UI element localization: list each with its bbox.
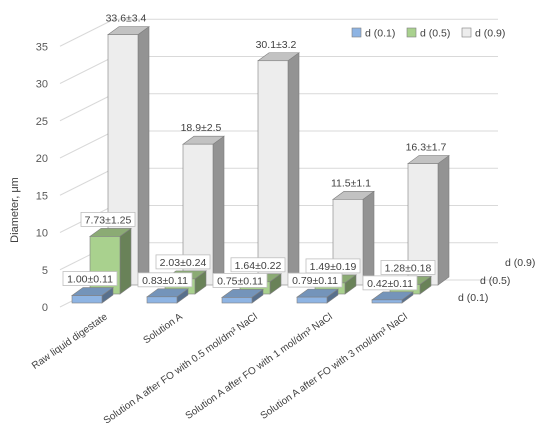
data-label-box xyxy=(62,271,118,286)
y-tick-label: 25 xyxy=(36,116,48,128)
gridline-diagonal xyxy=(59,56,115,84)
bar-front xyxy=(71,295,103,304)
data-label-box xyxy=(380,260,436,275)
category-label: Solution A after FO with 3 mol/dm³ NaCl xyxy=(259,311,410,421)
bar-d01-2 xyxy=(221,288,264,304)
data-label: 7.73±1.25 xyxy=(80,212,136,227)
data-label-text: 0.79±0.11 xyxy=(292,275,338,287)
bars xyxy=(71,26,450,304)
legend-item: d (0.5) xyxy=(406,27,450,40)
data-label: 1.49±0.19 xyxy=(305,258,361,274)
legend-item: d (0.9) xyxy=(461,27,505,40)
gridline-diagonal xyxy=(59,167,115,196)
y-tick-label: 5 xyxy=(42,265,48,277)
data-label: 0.75±0.11 xyxy=(212,273,268,288)
y-tick-label: 20 xyxy=(36,153,48,165)
data-label-text: 7.73±1.25 xyxy=(85,214,132,226)
legend-label: d (0.5) xyxy=(420,28,450,40)
gridline-diagonal xyxy=(59,130,115,159)
y-tick-label: 15 xyxy=(36,190,48,202)
legend-swatch xyxy=(461,27,472,38)
bar-front xyxy=(371,299,403,304)
category-label: Raw liquid digestate xyxy=(30,311,110,372)
data-label-box xyxy=(362,275,418,291)
bar-front xyxy=(221,297,253,304)
bar-front xyxy=(146,296,178,304)
legend-swatch xyxy=(406,27,417,38)
data-label-text: 2.03±0.24 xyxy=(160,257,207,269)
data-label: 30.1±3.2 xyxy=(256,39,297,51)
data-label: 18.9±2.5 xyxy=(181,122,222,134)
y-tick-label: 0 xyxy=(42,302,48,314)
data-label-text: 0.83±0.11 xyxy=(142,275,188,287)
data-label: 1.00±0.11 xyxy=(62,271,118,286)
data-label-text: 1.28±0.18 xyxy=(385,262,432,274)
depth-axis-label: d (0.5) xyxy=(480,275,510,287)
bar-side xyxy=(212,135,225,286)
gridline-diagonal xyxy=(59,18,115,47)
data-label: 0.83±0.11 xyxy=(137,272,193,288)
data-label-box xyxy=(80,212,136,227)
data-label: 0.42±0.11 xyxy=(362,275,418,291)
y-tick-label: 10 xyxy=(36,228,48,240)
data-label: 16.3±1.7 xyxy=(406,142,447,154)
data-label-box xyxy=(305,258,361,274)
gridlines xyxy=(59,18,498,308)
bar-front xyxy=(257,60,289,286)
bar-side xyxy=(362,190,375,286)
legend-label: d (0.1) xyxy=(365,28,395,40)
bar-side xyxy=(137,26,150,286)
bar-d09-1 xyxy=(182,135,225,286)
bar-d01-1 xyxy=(146,288,189,304)
data-label-box xyxy=(230,257,286,273)
y-tick-label: 30 xyxy=(36,79,48,91)
data-label-box xyxy=(212,273,268,288)
legend: d (0.1) d (0.5) d (0.9) xyxy=(351,27,505,40)
bar-d01-0 xyxy=(71,286,114,304)
data-label-text: 16.3±1.7 xyxy=(406,142,447,154)
data-label: 0.79±0.11 xyxy=(287,272,343,288)
depth-axis-label: d (0.9) xyxy=(505,257,535,269)
data-label-box xyxy=(155,254,211,270)
bar-d01-3 xyxy=(296,288,339,304)
data-label: 1.64±0.22 xyxy=(230,257,286,273)
data-label: 33.6±3.4 xyxy=(106,13,147,25)
legend-label: d (0.9) xyxy=(475,28,505,40)
bar-d01-4 xyxy=(371,291,414,304)
data-label: 1.28±0.18 xyxy=(380,260,436,275)
category-label: Solution A xyxy=(142,311,185,346)
data-label-text: 11.5±1.1 xyxy=(331,177,371,189)
gridline-diagonal xyxy=(59,93,115,122)
data-label-text: 18.9±2.5 xyxy=(181,122,222,134)
category-label: Solution A after FO with 0.5 mol/dm³ NaC… xyxy=(102,311,260,423)
y-tick-label: 35 xyxy=(36,41,48,53)
category-label: Solution A after FO with 1 mol/dm³ NaCl xyxy=(184,311,335,421)
data-label-text: 0.75±0.11 xyxy=(217,275,263,287)
bar-side xyxy=(437,154,450,286)
bar-front xyxy=(296,296,328,304)
bar-side xyxy=(119,227,132,295)
depth-axis-labels: d (0.1) d (0.5) d (0.9) xyxy=(458,257,535,304)
data-label: 11.5±1.1 xyxy=(331,177,371,189)
bar-d09-2 xyxy=(257,52,300,286)
data-label-text: 33.6±3.4 xyxy=(106,13,147,25)
legend-item: d (0.1) xyxy=(351,27,395,40)
data-labels: 1.00±0.11 0.83±0.11 0.75±0.11 0.79±0.11 0.42… xyxy=(62,13,447,291)
data-label-text: 0.42±0.11 xyxy=(367,278,413,290)
data-label-box xyxy=(137,272,193,288)
legend-swatch xyxy=(351,27,362,38)
y-tick-labels: 0 5 10 15 20 25 30 35 xyxy=(36,41,48,314)
data-label-text: 1.00±0.11 xyxy=(67,274,113,286)
data-label-text: 30.1±3.2 xyxy=(256,39,297,51)
y-axis-title: Diameter, μm xyxy=(9,177,21,243)
depth-axis-label: d (0.1) xyxy=(458,292,488,304)
data-label: 2.03±0.24 xyxy=(155,254,211,270)
data-label-text: 1.64±0.22 xyxy=(235,260,282,272)
bar-side xyxy=(287,52,300,286)
data-label-text: 1.49±0.19 xyxy=(310,261,357,273)
